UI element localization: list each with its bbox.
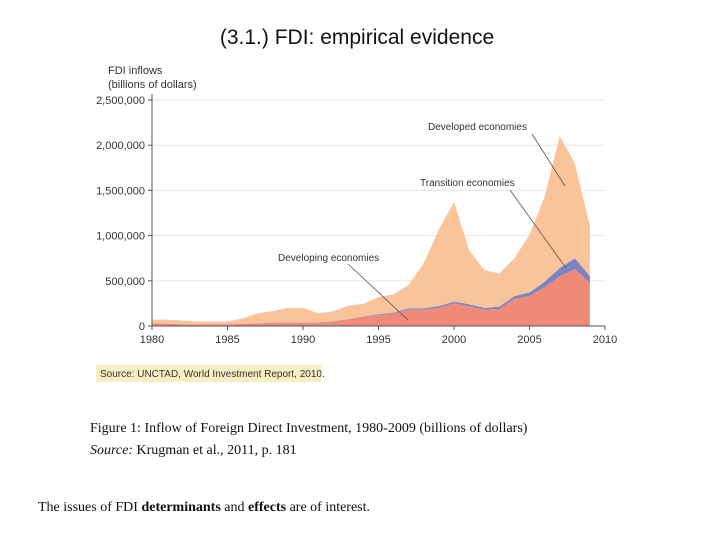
x-tick-label: 1980 xyxy=(140,334,164,346)
figure-caption: Figure 1: Inflow of Foreign Direct Inves… xyxy=(90,418,690,462)
area-developing-economies xyxy=(152,269,590,326)
footer-text: The issues of FDI determinants and effec… xyxy=(38,500,698,516)
annotation-leader-line xyxy=(531,133,566,187)
y-tick-label: 1,500,000 xyxy=(96,185,145,197)
y-tick-label: 1,000,000 xyxy=(96,231,145,243)
y-tick-label: 0 xyxy=(139,321,145,333)
fdi-chart: FDI inflows (billions of dollars) 0 500,0… xyxy=(90,58,630,388)
caption-source-label: Source: xyxy=(90,443,134,458)
caption-line-2: Source: Krugman et al., 2011, p. 181 xyxy=(90,440,690,462)
area-series xyxy=(152,136,590,326)
annotation-leader-line xyxy=(347,263,409,321)
x-tick-label: 2010 xyxy=(593,334,617,346)
y-tick-label: 2,500,000 xyxy=(96,95,145,107)
annotation-transition: Transition economies xyxy=(420,178,515,189)
footer-bold-determinants: determinants xyxy=(141,500,221,515)
footer-bold-effects: effects xyxy=(247,500,287,515)
footer-part-2: and xyxy=(220,500,248,515)
caption-source-text: Krugman et al., 2011, p. 181 xyxy=(133,443,297,458)
annotation-leaders xyxy=(347,133,567,321)
annotation-developing: Developing economies xyxy=(278,253,379,264)
annotation-developed: Developed economies xyxy=(428,122,527,133)
annotation-leader-line xyxy=(509,189,567,269)
caption-line-1: Figure 1: Inflow of Foreign Direct Inves… xyxy=(90,421,528,436)
slide-title: (3.1.) FDI: empirical evidence xyxy=(219,26,495,49)
axes: 0 500,000 1,000,000 1,500,000 2,000,000 2,500… xyxy=(96,94,617,346)
x-tick-label: 1995 xyxy=(366,334,390,346)
y-axis-label-line1: FDI inflows xyxy=(108,65,163,77)
source-note: Source: UNCTAD, World Investment Report,… xyxy=(100,369,325,380)
x-tick-label: 2000 xyxy=(442,334,466,346)
source-note-bg xyxy=(96,365,321,382)
x-tick-label: 1990 xyxy=(291,334,315,346)
y-tick-label: 500,000 xyxy=(105,276,145,288)
x-tick-label: 1985 xyxy=(215,334,239,346)
area-transition-economies xyxy=(152,258,590,325)
footer-part-3: are of interest. xyxy=(286,500,371,515)
footer-part-1: The issues of FDI xyxy=(38,500,142,515)
y-tick-label: 2,000,000 xyxy=(96,140,145,152)
chart-svg: FDI inflows (billions of dollars) 0 500,0… xyxy=(96,65,617,382)
area-developed-economies xyxy=(152,136,590,325)
x-tick-label: 2005 xyxy=(517,334,541,346)
y-axis-label-line2: (billions of dollars) xyxy=(108,79,197,91)
